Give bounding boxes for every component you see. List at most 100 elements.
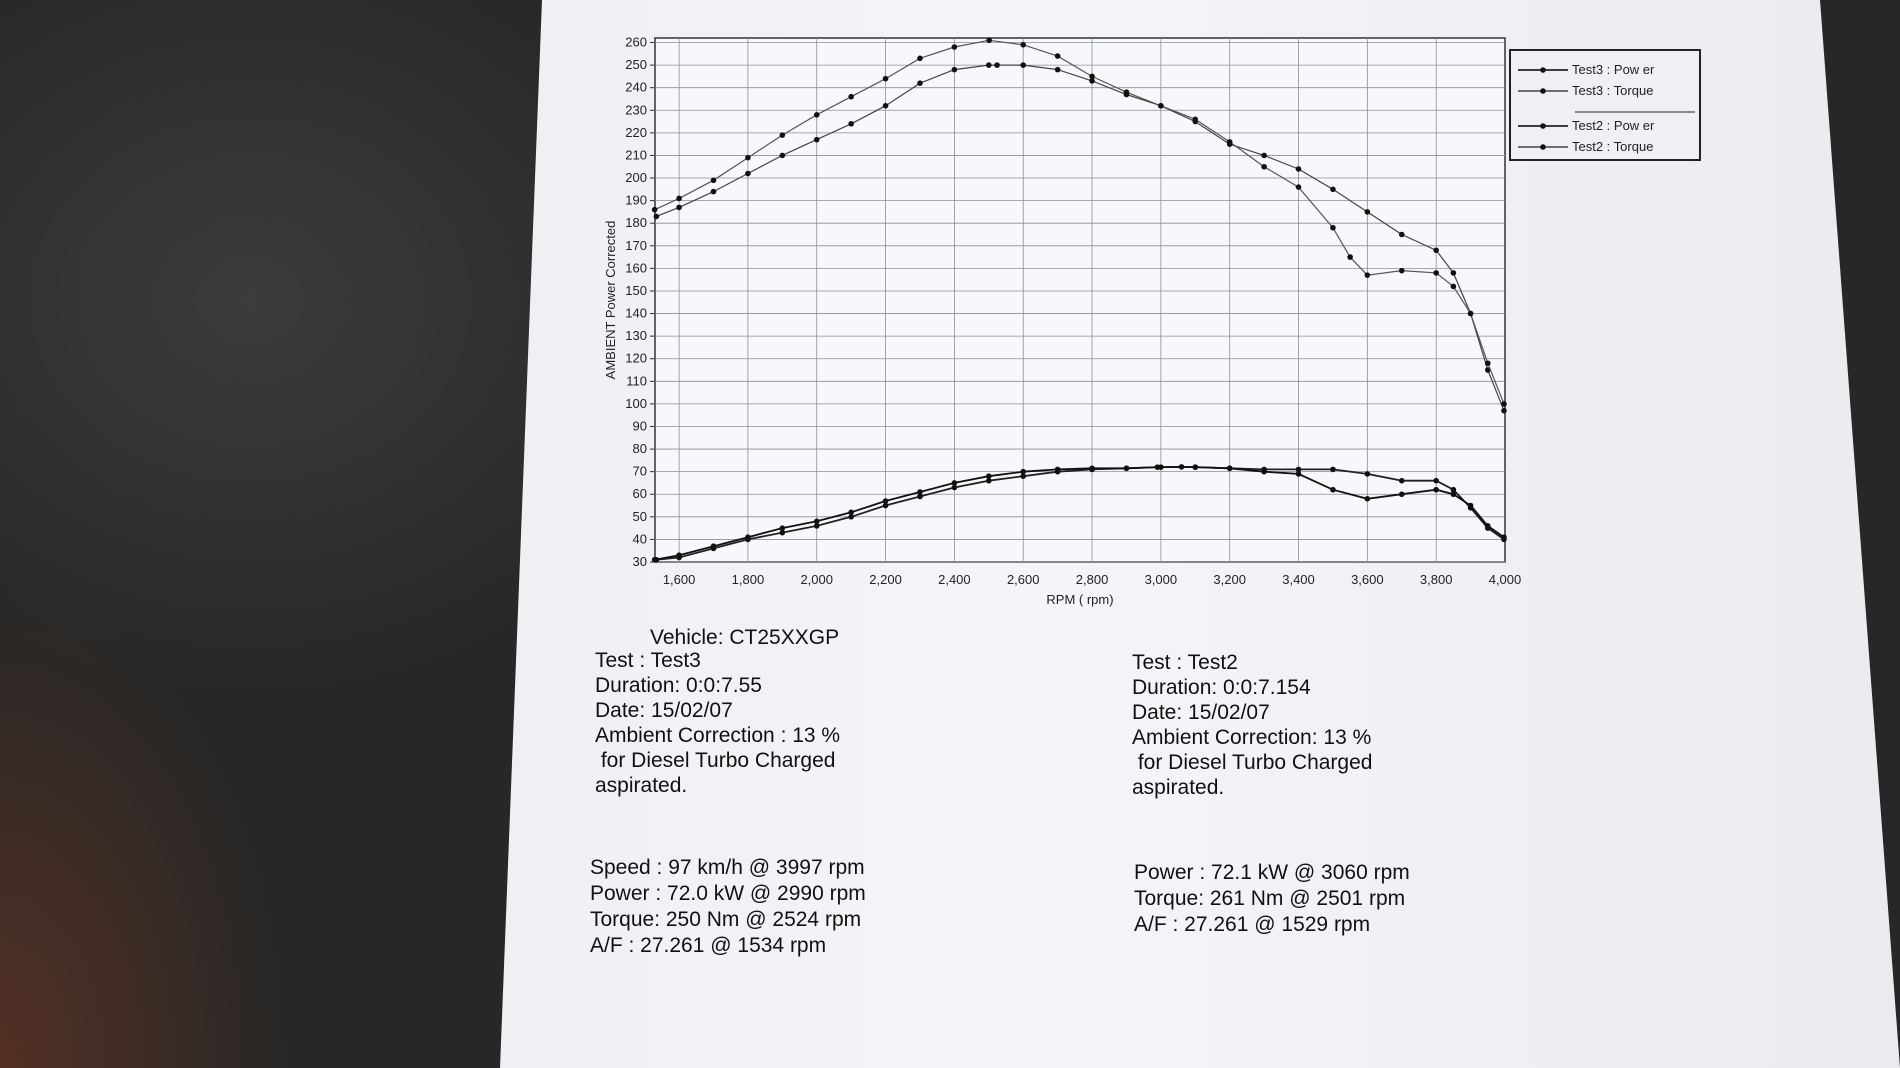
data-point [1484, 360, 1491, 367]
data-point [676, 552, 682, 559]
data-point [1261, 152, 1267, 159]
data-point [1054, 466, 1061, 473]
legend-marker [1540, 123, 1546, 129]
data-point [1364, 272, 1371, 278]
test3-power: Power : 72.0 kW @ 2990 rpm [590, 882, 866, 905]
dyno-chart: 1,600 1,800 2,000 2,200 2,400 2,600 2,800 3,000… [603, 35, 1701, 607]
y-tick-label: 190 [625, 193, 647, 208]
vehicle-label: Vehicle: CT25XXGP [650, 626, 840, 649]
data-point [917, 489, 923, 495]
data-point [813, 523, 820, 529]
data-point [1484, 523, 1491, 529]
x-tick-label: 3,200 [1213, 572, 1246, 587]
y-tick-label: 160 [625, 260, 647, 275]
x-tick-label: 1,800 [732, 572, 765, 587]
data-point [1330, 466, 1336, 473]
test3-ambient: Ambient Correction : 13 % [595, 724, 841, 747]
data-point [1020, 468, 1027, 475]
test2-results: Power : 72.1 kW @ 3060 rpm Torque: 261 N… [1134, 860, 1410, 938]
data-point [1261, 468, 1267, 475]
y-tick-label: 130 [625, 328, 647, 343]
data-point [813, 518, 820, 525]
data-point [1226, 139, 1233, 145]
x-tick-label: 4,000 [1489, 572, 1522, 587]
test2-power: Power : 72.1 kW @ 3060 rpm [1134, 861, 1410, 884]
data-point [676, 204, 682, 211]
data-point [1433, 486, 1439, 493]
test3-fuel: for Diesel Turbo Charged [595, 749, 836, 772]
test2-duration: Duration: 0:0:7.154 [1132, 676, 1311, 699]
y-tick-label: 170 [625, 238, 647, 253]
y-tick-label: 40 [633, 531, 647, 546]
test3-aspirated: aspirated. [595, 774, 688, 797]
y-tick-label: 140 [625, 306, 647, 321]
y-tick-label: 250 [625, 57, 647, 72]
data-point [1261, 163, 1267, 170]
data-point [1450, 491, 1457, 498]
data-point [1089, 73, 1095, 80]
x-tick-label: 3,800 [1420, 572, 1453, 587]
legend-marker [1540, 67, 1546, 73]
data-point [1364, 209, 1371, 215]
data-point [676, 195, 682, 202]
data-point [651, 206, 658, 213]
data-point [951, 484, 958, 491]
data-point [1123, 89, 1130, 96]
y-tick-label: 240 [625, 80, 647, 95]
test3-results: Speed : 97 km/h @ 3997 rpm Power : 72.0 … [590, 855, 866, 959]
data-point [1433, 270, 1439, 276]
data-point [1450, 486, 1457, 493]
test2-torque: Torque: 261 Nm @ 2501 rpm [1134, 887, 1406, 910]
x-tick-label: 1,600 [663, 572, 696, 587]
data-point [882, 75, 889, 82]
data-point [1330, 486, 1336, 493]
data-point [779, 525, 786, 531]
y-tick-label: 100 [625, 396, 647, 411]
data-point [1295, 184, 1302, 190]
data-point [1226, 465, 1233, 472]
test3-block: Vehicle: CT25XXGP [650, 625, 839, 650]
y-tick-label: 150 [625, 283, 647, 298]
data-point [917, 80, 923, 86]
test2-ambient: Ambient Correction: 13 % [1132, 726, 1372, 749]
data-point [951, 44, 958, 50]
data-point [951, 66, 958, 73]
data-point [1398, 231, 1405, 238]
y-tick-label: 60 [633, 486, 647, 501]
data-point [653, 213, 660, 220]
x-tick-label: 2,800 [1076, 572, 1109, 587]
x-tick-label: 3,600 [1351, 572, 1384, 587]
printout-sheet: 1,600 1,800 2,000 2,200 2,400 2,600 2,800 3,000… [500, 0, 1900, 1068]
data-point [1364, 471, 1371, 477]
plot-area [654, 37, 1506, 563]
data-point [1158, 102, 1164, 109]
data-point [1398, 491, 1405, 498]
data-point [917, 55, 923, 62]
test2-details: Test : Test2 Duration: 0:0:7.154 Date: 1… [1132, 650, 1372, 800]
data-point [848, 93, 854, 100]
data-point [1484, 367, 1491, 373]
legend-label: Test3 : Torque [1572, 83, 1653, 98]
test2-name: Test : Test2 [1132, 651, 1238, 674]
data-point [1330, 224, 1336, 231]
data-point [1330, 186, 1336, 193]
data-point [813, 136, 820, 143]
y-tick-label: 110 [626, 373, 647, 388]
legend-label: Test2 : Pow er [1572, 118, 1655, 133]
test2-fuel: for Diesel Turbo Charged [1132, 751, 1373, 774]
data-point [813, 111, 820, 118]
data-point [1054, 53, 1061, 59]
data-point [1295, 471, 1302, 477]
data-point [1020, 41, 1027, 48]
x-tick-label: 2,400 [938, 572, 971, 587]
data-point [1364, 495, 1371, 502]
data-point [1433, 477, 1439, 484]
data-point [951, 480, 958, 486]
x-tick-label: 3,400 [1282, 572, 1315, 587]
data-point [745, 154, 751, 161]
data-point [882, 502, 889, 509]
data-point [848, 509, 854, 516]
data-point [779, 529, 786, 536]
data-point [779, 152, 786, 159]
y-tick-label: 90 [633, 418, 647, 433]
